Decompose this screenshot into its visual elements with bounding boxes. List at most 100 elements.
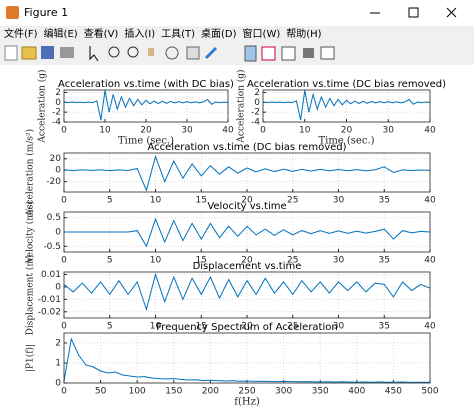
x-tick-label: 0 (61, 196, 67, 206)
x-tick-label: 10 (299, 126, 311, 136)
x-tick-label: 25 (287, 322, 298, 332)
y-tick-label: -2 (52, 108, 61, 118)
y-axis-label: Velocity (m/s) (25, 201, 36, 264)
x-tick-label: 350 (312, 387, 329, 397)
x-tick-label: 250 (238, 387, 255, 397)
maximize-button[interactable] (408, 7, 419, 18)
menu-item[interactable]: 插入(I) (124, 27, 155, 40)
y-tick-label: 2 (55, 88, 61, 98)
link-icon[interactable] (244, 45, 257, 62)
brush-icon[interactable] (204, 46, 218, 60)
y-axis-label: Displacement (m) (25, 255, 36, 336)
signal-line (63, 337, 431, 383)
x-tick-label: 40 (424, 322, 436, 332)
x-tick-label: 35 (379, 196, 390, 206)
pan-icon[interactable] (148, 48, 154, 56)
axes-background (64, 272, 430, 318)
signal-line (63, 154, 431, 192)
new-icon[interactable] (4, 45, 18, 61)
x-tick-label: 15 (196, 322, 207, 332)
axes-box (262, 89, 431, 123)
y-tick-label: -4 (52, 118, 61, 128)
rotate-icon[interactable] (165, 46, 179, 60)
y-tick-label: 0 (55, 228, 61, 238)
x-tick-label: 30 (383, 126, 395, 136)
colorbar-icon[interactable] (261, 46, 276, 61)
open-icon[interactable] (21, 46, 37, 60)
window-title: Figure 1 (24, 6, 68, 19)
x-tick-label: 10 (150, 256, 162, 266)
x-tick-label: 450 (385, 387, 402, 397)
datatip-icon[interactable] (186, 46, 200, 60)
y-axis-label: Acceleration (m/s²) (25, 129, 36, 217)
signal-line (63, 90, 229, 121)
axes-title: Velocity vs.time (207, 201, 286, 212)
signal-line (262, 90, 431, 121)
y-tick-label: -2 (251, 108, 260, 118)
y-tick-label: 0 (55, 166, 61, 176)
x-tick-label: 200 (202, 387, 219, 397)
x-tick-label: 0 (61, 256, 67, 266)
zoom-in-icon[interactable] (108, 46, 120, 58)
axes-title: Frequency Spectrum of Acceleration (156, 322, 337, 333)
y-tick-label: -4 (251, 118, 260, 128)
x-tick-label: 300 (275, 387, 292, 397)
x-tick-label: 30 (333, 322, 345, 332)
x-tick-label: 10 (99, 126, 111, 136)
x-tick-label: 30 (333, 256, 345, 266)
y-tick-label: 0 (55, 379, 61, 389)
signal-line (64, 217, 431, 248)
signal-line (63, 272, 431, 312)
x-tick-label: 40 (424, 126, 436, 136)
zoom-out-icon[interactable] (127, 46, 139, 58)
menu-item[interactable]: 桌面(D) (201, 27, 237, 40)
x-tick-label: 50 (95, 387, 107, 397)
x-tick-label: 20 (140, 126, 152, 136)
close-button[interactable] (446, 7, 457, 18)
print-icon[interactable] (60, 47, 74, 58)
pointer-icon[interactable] (89, 46, 99, 62)
x-tick-label: 20 (241, 322, 253, 332)
y-tick-label: -0.02 (38, 307, 61, 317)
x-tick-label: 500 (421, 387, 438, 397)
x-axis-label: Time (sec.) (318, 136, 374, 147)
menu-item[interactable]: 帮助(H) (286, 27, 321, 40)
y-tick-label: -20 (46, 177, 61, 187)
save-icon[interactable] (41, 46, 54, 59)
x-tick-label: 20 (341, 126, 353, 136)
app-icon (6, 6, 19, 19)
y-tick-label: 2 (55, 339, 61, 349)
x-tick-label: 40 (424, 196, 436, 206)
y-axis-label: Acceleration (g) (236, 69, 247, 143)
x-tick-label: 100 (129, 387, 146, 397)
axes-title: Acceleration vs.time (with DC bias) (58, 79, 234, 90)
menu-item[interactable]: 窗口(W) (243, 27, 281, 40)
x-tick-label: 0 (61, 387, 67, 397)
menu-item[interactable]: 文件(F) (4, 27, 38, 40)
y-tick-label: 0 (55, 98, 61, 108)
x-tick-label: 25 (287, 196, 298, 206)
axes-box (63, 211, 431, 253)
title-bar (0, 0, 474, 26)
x-tick-label: 15 (196, 196, 207, 206)
y-tick-label: 0.01 (41, 270, 61, 280)
x-tick-label: 35 (379, 256, 390, 266)
x-tick-label: 0 (61, 126, 67, 136)
dock-icon[interactable] (320, 46, 335, 60)
y-tick-label: 0 (55, 282, 61, 292)
menu-item[interactable]: 工具(T) (161, 28, 195, 40)
x-tick-label: 0 (61, 322, 67, 332)
legend-icon[interactable] (281, 46, 296, 61)
x-tick-label: 20 (241, 196, 253, 206)
menu-item[interactable]: 编辑(E) (44, 27, 78, 40)
hide-tools-icon[interactable] (303, 48, 314, 58)
x-tick-label: 40 (424, 256, 436, 266)
menu-item[interactable]: 查看(V) (84, 27, 119, 40)
y-tick-label: 1 (55, 359, 61, 369)
x-tick-label: 5 (107, 196, 113, 206)
x-tick-label: 35 (379, 322, 390, 332)
axes-title: Acceleration vs.time (DC bias removed) (147, 142, 346, 153)
y-tick-label: 0 (254, 98, 260, 108)
x-tick-label: 30 (333, 196, 345, 206)
